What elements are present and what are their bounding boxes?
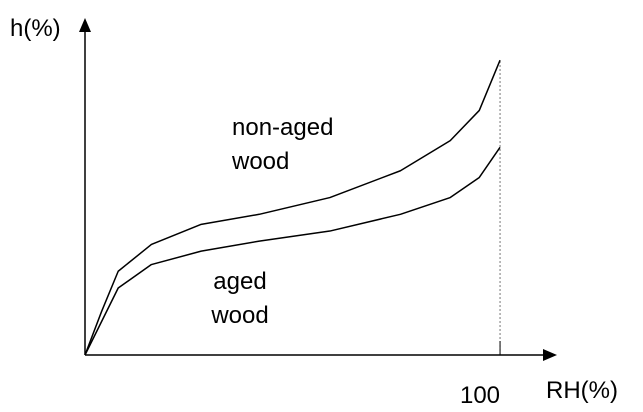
series-label: aged wood bbox=[211, 268, 269, 329]
x-axis-label: RH(%) bbox=[546, 377, 618, 404]
series-label: non-aged wood bbox=[232, 114, 334, 175]
y-axis-label: h(%) bbox=[10, 15, 61, 42]
x-tick-label: 100 bbox=[460, 382, 500, 409]
y-axis-arrow bbox=[79, 18, 91, 32]
x-axis-arrow bbox=[543, 349, 557, 361]
line bbox=[84, 146, 501, 356]
line bbox=[84, 59, 501, 356]
